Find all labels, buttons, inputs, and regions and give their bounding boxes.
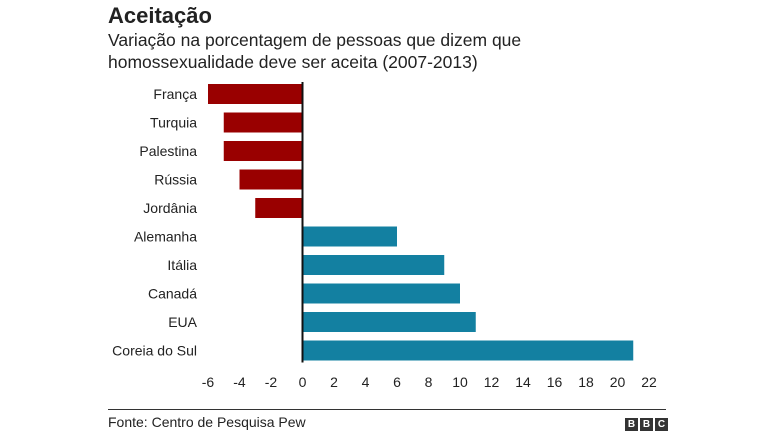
bar — [255, 198, 303, 218]
x-tick-label: -2 — [265, 374, 278, 390]
x-tick-label: -4 — [233, 374, 246, 390]
category-label: Turquia — [150, 115, 197, 131]
bar — [223, 141, 303, 161]
x-tick-label: 6 — [393, 374, 401, 390]
footer-divider — [108, 409, 666, 410]
chart-title: Aceitação — [108, 3, 212, 28]
bar — [302, 283, 460, 304]
x-tick-label: 18 — [578, 374, 594, 390]
x-tick-label: 10 — [452, 374, 468, 390]
x-tick-label: 12 — [484, 374, 500, 390]
source-note: Fonte: Centro de Pesquisa Pew — [108, 414, 306, 430]
category-label: França — [153, 86, 197, 102]
bar — [302, 255, 445, 275]
bar — [208, 84, 303, 104]
category-label: Canadá — [148, 286, 197, 302]
x-tick-label: 22 — [641, 374, 657, 390]
x-tick-label: 20 — [610, 374, 626, 390]
category-label: EUA — [168, 314, 197, 330]
category-label: Itália — [167, 257, 197, 273]
bar — [223, 112, 303, 133]
category-label: Palestina — [139, 143, 197, 159]
x-tick-label: 0 — [299, 374, 307, 390]
bar — [302, 312, 476, 332]
x-tick-label: 8 — [425, 374, 433, 390]
category-label: Jordânia — [143, 200, 197, 216]
category-label: Alemanha — [134, 229, 197, 245]
x-tick-label: 14 — [515, 374, 531, 390]
category-label: Coreia do Sul — [112, 343, 197, 359]
bar — [302, 226, 397, 247]
x-tick-label: 2 — [330, 374, 338, 390]
bar — [302, 340, 634, 361]
chart-subtitle: Variação na porcentagem de pessoas que d… — [108, 30, 522, 72]
bar — [239, 169, 303, 190]
x-tick-label: -6 — [202, 374, 215, 390]
category-label: Rússia — [154, 172, 197, 188]
x-tick-label: 16 — [547, 374, 563, 390]
x-tick-label: 4 — [362, 374, 370, 390]
